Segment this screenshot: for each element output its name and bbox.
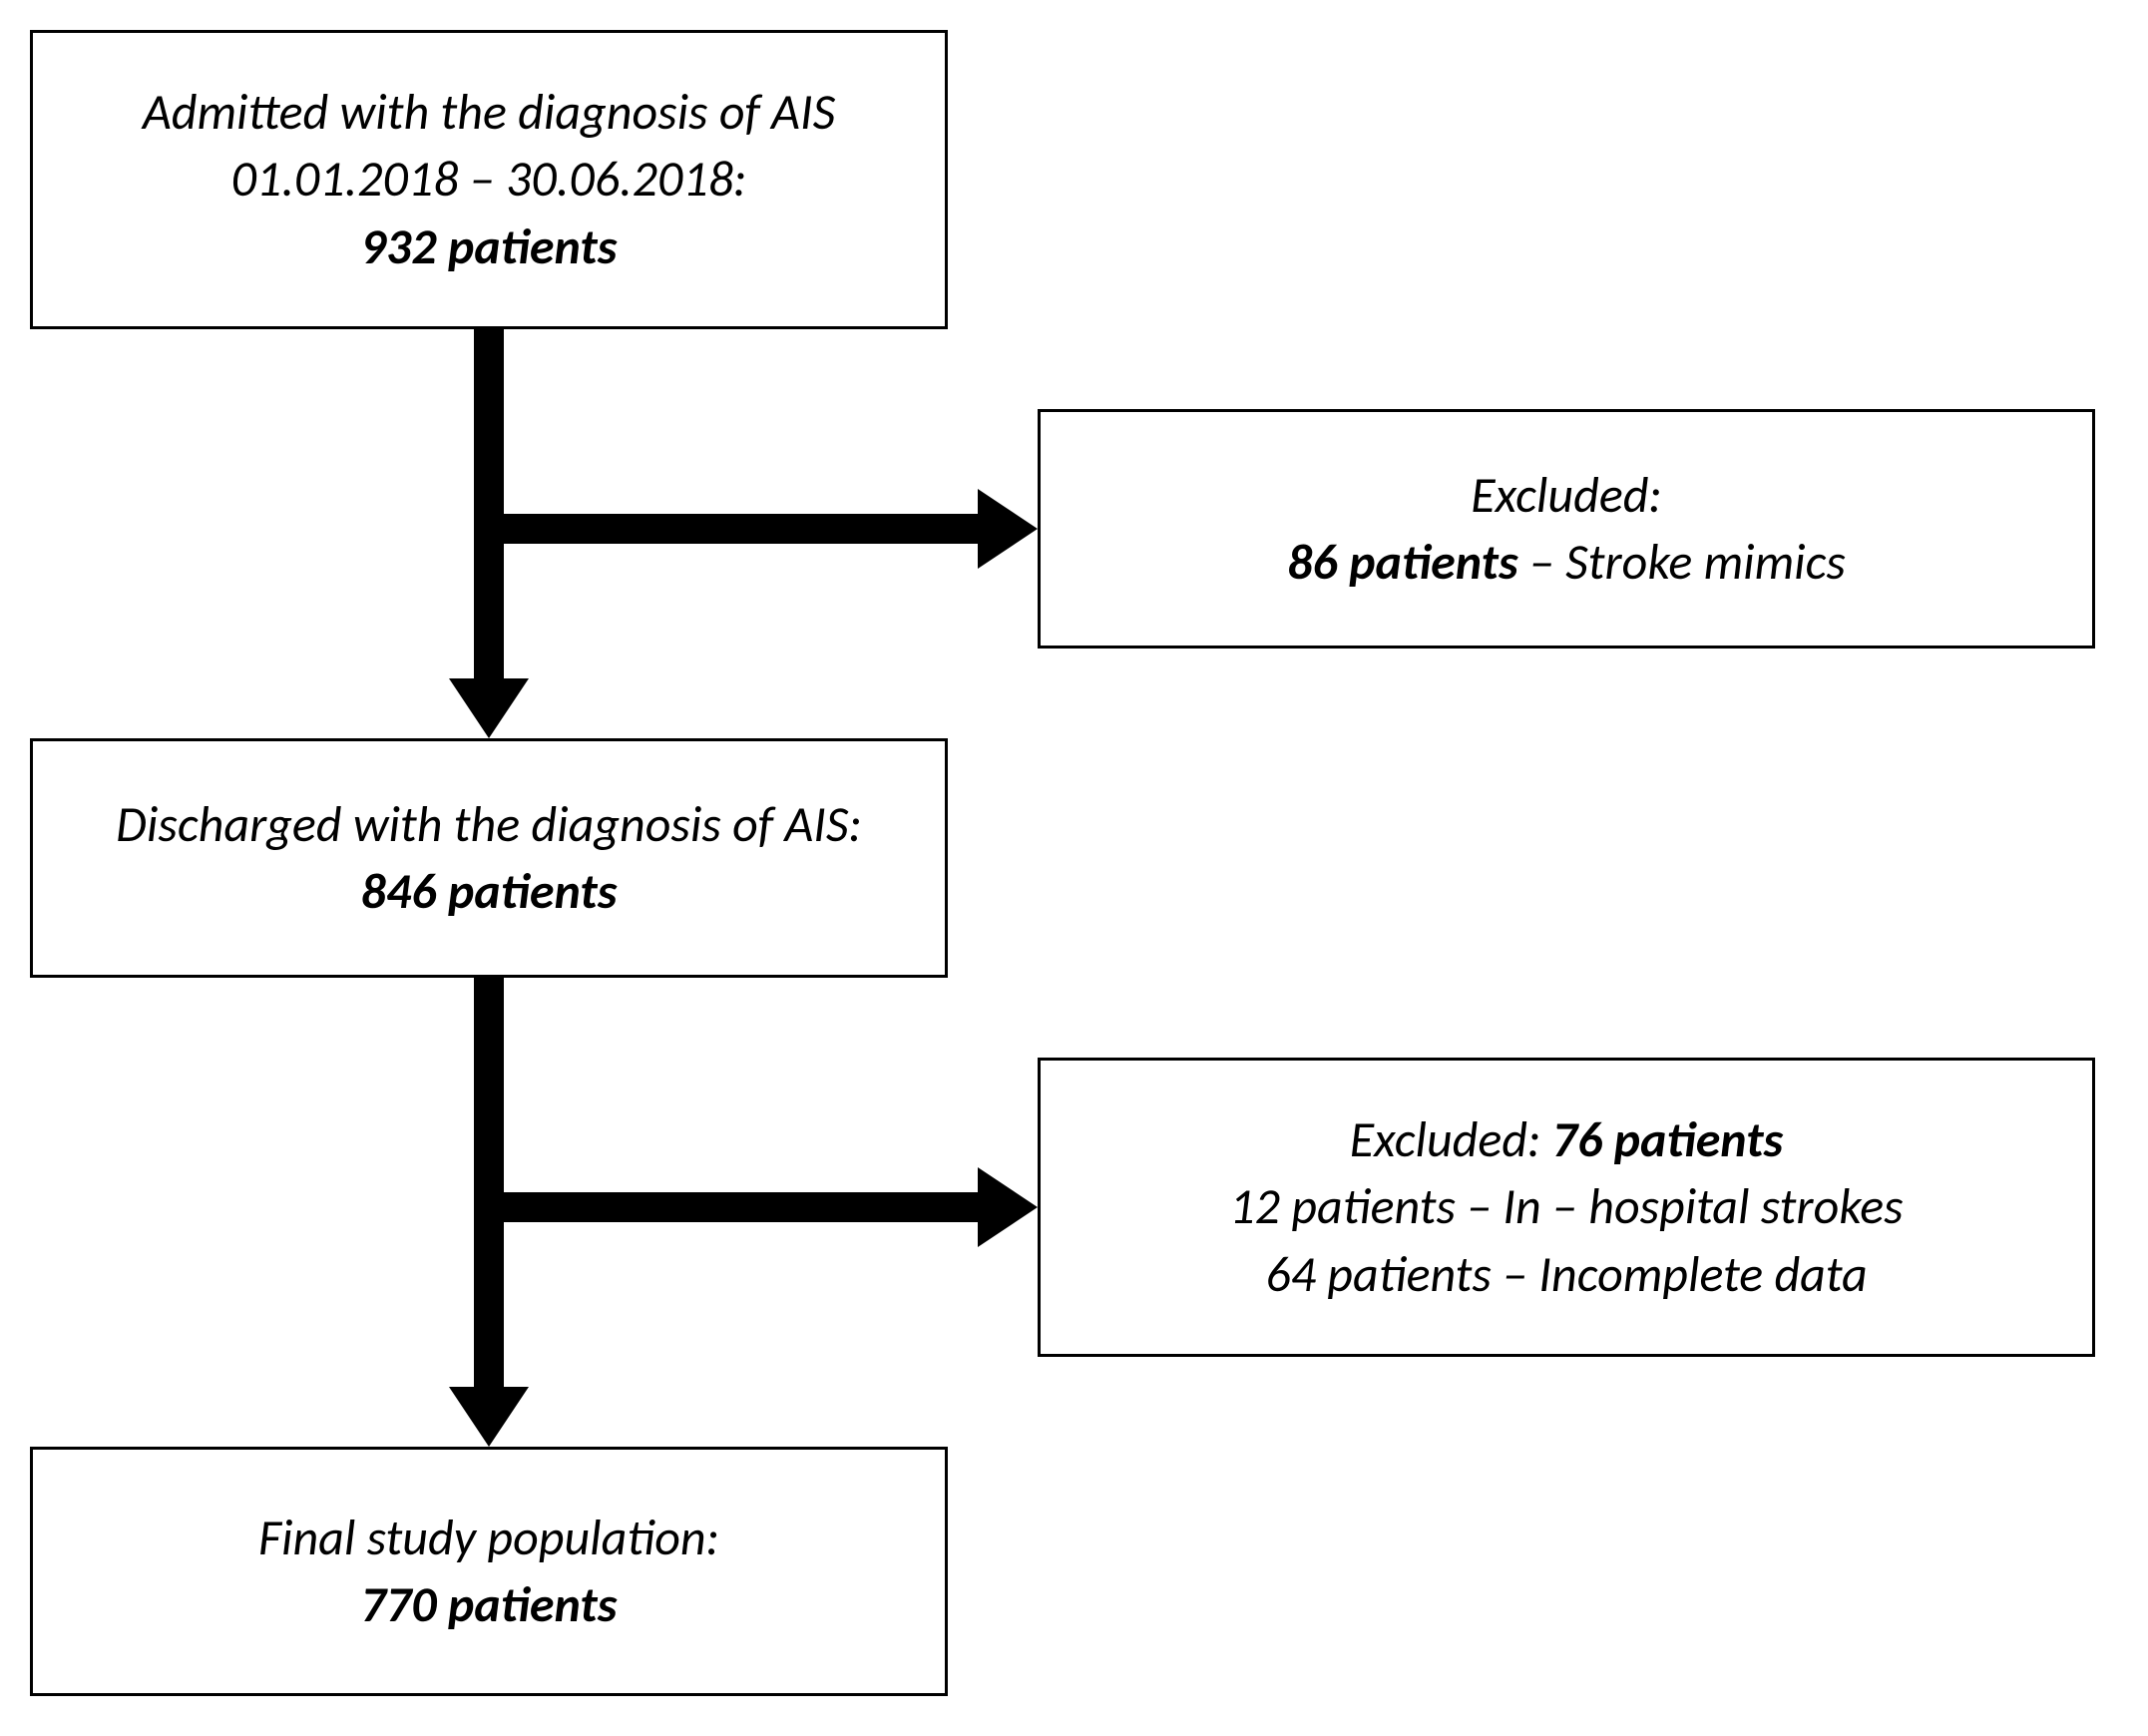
flow-node-n2_excl: Excluded:86 patients – Stroke mimics: [1038, 409, 2095, 649]
node-text: Discharged with the diagnosis of AIS:: [116, 791, 862, 859]
arrow-right: [504, 489, 1038, 569]
arrow-right: [504, 1167, 1038, 1247]
node-text: Final study population:: [258, 1505, 719, 1572]
node-text: 01.01.2018 – 30.06.2018:: [231, 146, 747, 214]
flow-node-n3: Discharged with the diagnosis of AIS:846…: [30, 738, 948, 978]
flow-node-n1: Admitted with the diagnosis of AIS01.01.…: [30, 30, 948, 329]
node-text: 932 patients: [361, 214, 618, 281]
node-text: 846 patients: [361, 858, 618, 926]
flowchart-container: Admitted with the diagnosis of AIS01.01.…: [30, 30, 2115, 1706]
node-text: 64 patients – Incomplete data: [1265, 1241, 1867, 1309]
flow-node-n4_excl: Excluded: 76 patients12 patients – In – …: [1038, 1058, 2095, 1357]
node-text: Excluded:: [1471, 462, 1662, 530]
node-text: Admitted with the diagnosis of AIS: [143, 79, 835, 147]
node-text: 12 patients – In – hospital strokes: [1229, 1173, 1903, 1241]
node-text: Excluded: 76 patients: [1350, 1106, 1783, 1174]
flow-node-n5: Final study population:770 patients: [30, 1447, 948, 1696]
node-text: 86 patients – Stroke mimics: [1287, 529, 1846, 597]
node-text: 770 patients: [361, 1571, 618, 1639]
